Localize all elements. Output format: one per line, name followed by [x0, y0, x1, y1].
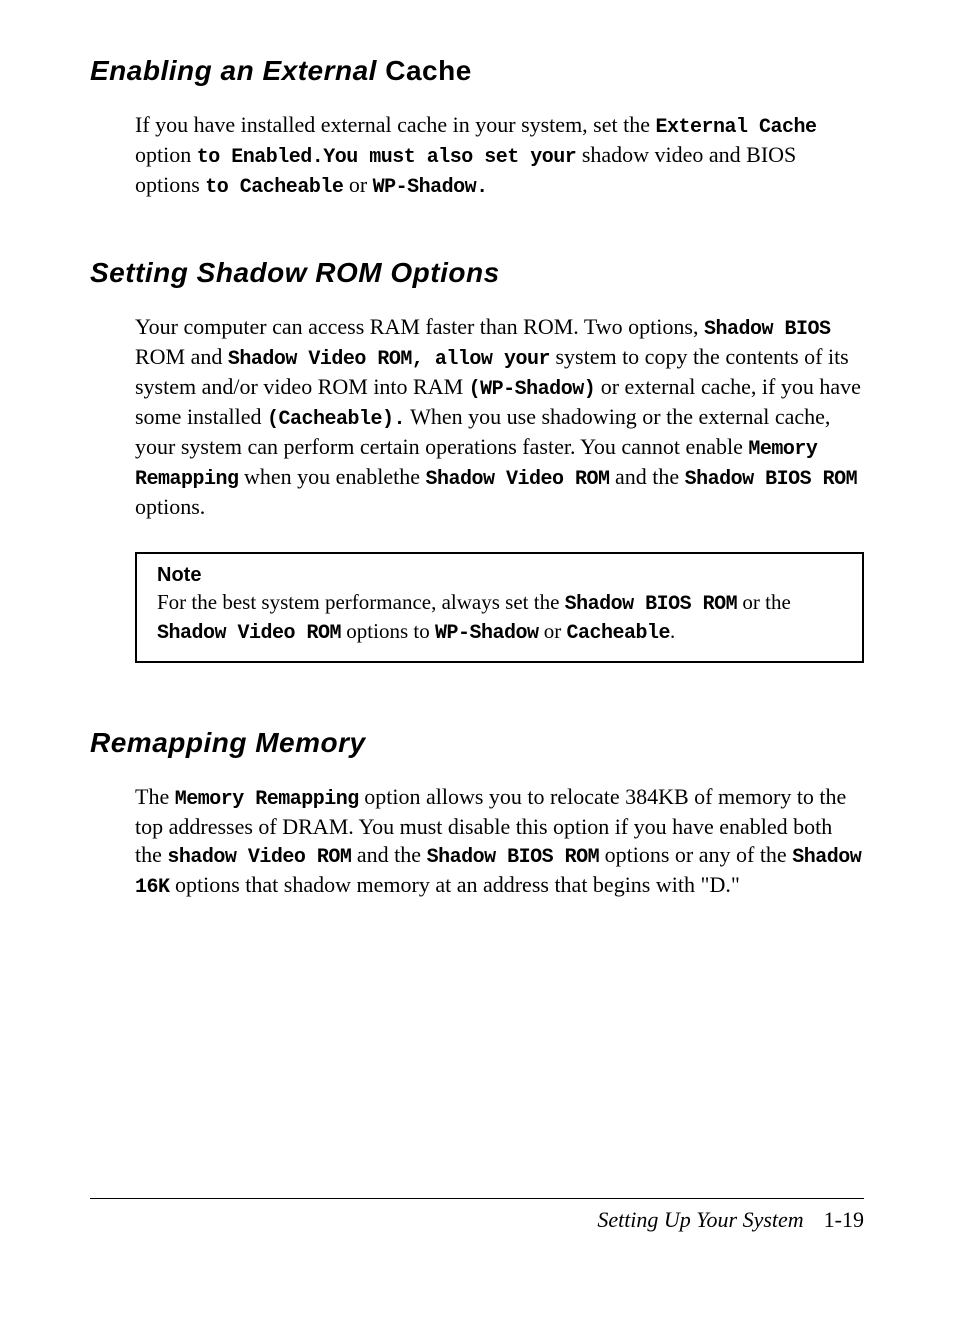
text: .	[670, 619, 675, 643]
mono-shadow-bios: Shadow BIOS	[704, 318, 831, 341]
mono-shadow-bios-rom: Shadow BIOS ROM	[565, 593, 738, 616]
mono-cacheable: to Cacheable	[205, 176, 343, 199]
text: Your computer can access RAM faster than…	[135, 314, 704, 339]
mono-cacheable3: Cacheable	[567, 622, 671, 645]
heading-regular: Cache	[377, 55, 472, 86]
mono-memory-remap2: Memory Remapping	[175, 788, 359, 811]
note-title: Note	[157, 564, 842, 587]
text: options that shadow memory at an address…	[170, 872, 740, 897]
para-shadow-rom: Your computer can access RAM faster than…	[135, 313, 864, 522]
footer-rule	[90, 1198, 864, 1199]
text: If you have installed external cache in …	[135, 112, 656, 137]
footer-text: Setting Up Your System 1-19	[90, 1207, 864, 1233]
text: For the best system performance, always …	[157, 590, 565, 614]
text: The	[135, 784, 175, 809]
heading-enable-cache: Enabling an External Cache	[90, 55, 864, 87]
mono-shadow-video: Shadow Video ROM, allow your	[228, 348, 550, 371]
text: and the	[610, 464, 685, 489]
text: options to	[341, 619, 435, 643]
text: when you enablethe	[239, 464, 426, 489]
mono-wpshadow2: (WP-Shadow)	[469, 378, 596, 401]
note-body: For the best system performance, always …	[157, 589, 842, 647]
mono-wpshadow3: WP-Shadow	[435, 622, 539, 645]
text: or	[539, 619, 567, 643]
text: ROM and	[135, 344, 228, 369]
page-number: 1-19	[824, 1207, 864, 1232]
text: options or any of the	[599, 842, 792, 867]
mono-shadow-video2: Shadow Video ROM	[425, 468, 609, 491]
para-enable-cache: If you have installed external cache in …	[135, 111, 864, 201]
text: or the	[737, 590, 791, 614]
heading-shadow-rom: Setting Shadow ROM Options	[90, 257, 864, 289]
text: or	[343, 172, 372, 197]
mono-shadow-video-rom: Shadow Video ROM	[157, 622, 341, 645]
page-footer: Setting Up Your System 1-19	[90, 1198, 864, 1233]
mono-external-cache: External Cache	[656, 116, 817, 139]
mono-shadow-video3: shadow Video ROM	[167, 846, 351, 869]
para-remap: The Memory Remapping option allows you t…	[135, 783, 864, 902]
note-box: Note For the best system performance, al…	[135, 552, 864, 663]
mono-enabled: to Enabled.You must also set your	[197, 146, 577, 169]
text: option	[135, 142, 197, 167]
mono-cacheable2: (Cacheable).	[267, 408, 405, 431]
mono-wpshadow: WP-Shadow.	[373, 176, 488, 199]
footer-title: Setting Up Your System	[597, 1207, 803, 1232]
heading-remap: Remapping Memory	[90, 727, 864, 759]
heading-italic: Enabling an External	[90, 55, 377, 86]
text: options.	[135, 494, 205, 519]
mono-shadow-bios3: Shadow BIOS ROM	[427, 846, 600, 869]
mono-shadow-bios2: Shadow BIOS ROM	[685, 468, 858, 491]
text: and the	[351, 842, 426, 867]
